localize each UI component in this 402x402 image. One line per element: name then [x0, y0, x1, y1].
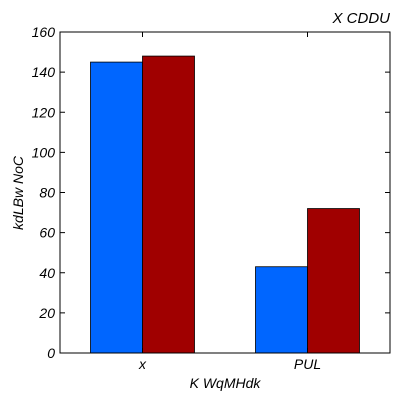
y-tick-label: 140: [32, 64, 56, 80]
y-axis-label: kdLBw NoC: [10, 155, 26, 230]
chart-title: X CDDU: [331, 10, 390, 27]
bar-1-x: [90, 61, 143, 354]
y-tick-label: 60: [39, 225, 55, 241]
y-tick-label: 100: [32, 144, 56, 160]
plot-area: 0 20 40 60 80 100 120 140 160 x PUL: [32, 24, 391, 372]
y-tick-label: 80: [39, 185, 55, 201]
bar-1-PUL: [255, 266, 308, 354]
x-tick-label: PUL: [294, 356, 321, 372]
y-tick-label: 40: [39, 265, 55, 281]
bar-2-x: [142, 55, 195, 354]
y-tick-label: 160: [32, 24, 56, 40]
y-tick-label: 20: [38, 305, 55, 321]
bar-2-PUL: [307, 208, 360, 354]
x-tick-label: x: [138, 356, 147, 372]
y-tick-label: 120: [32, 104, 56, 120]
x-axis-label: K WqMHdk: [190, 375, 262, 391]
y-tick-label: 0: [47, 345, 55, 361]
